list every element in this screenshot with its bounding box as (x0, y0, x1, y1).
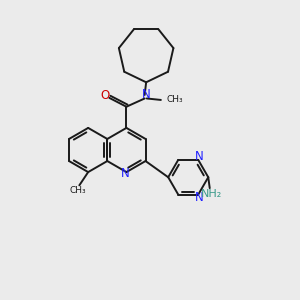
Text: CH₃: CH₃ (70, 186, 86, 195)
Text: N: N (195, 151, 204, 164)
Text: O: O (100, 89, 110, 102)
Text: NH₂: NH₂ (201, 189, 222, 199)
Text: CH₃: CH₃ (166, 95, 183, 104)
Text: N: N (121, 167, 129, 180)
Text: N: N (195, 191, 204, 204)
Text: N: N (142, 88, 151, 101)
